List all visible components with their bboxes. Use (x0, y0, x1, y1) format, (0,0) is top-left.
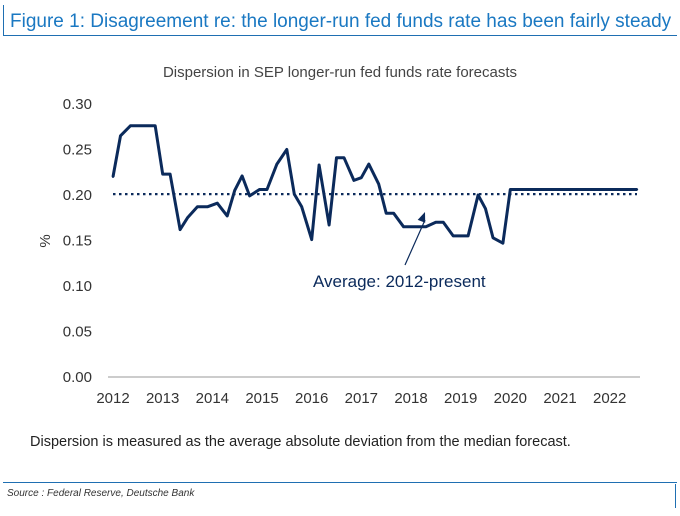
x-tick-label: 2017 (345, 390, 378, 407)
data-point (293, 192, 296, 196)
data-point (516, 188, 519, 191)
y-tick-label: 0.20 (63, 187, 92, 204)
annotation-arrowhead (417, 212, 426, 223)
data-point (476, 193, 480, 197)
data-point (402, 225, 405, 228)
data-point (317, 163, 321, 167)
data-point (216, 202, 219, 205)
data-point (139, 124, 142, 128)
average-annotation: Average: 2012-present (313, 272, 486, 291)
data-point (360, 176, 363, 179)
x-tick-label: 2019 (444, 390, 477, 407)
data-point (342, 156, 346, 159)
data-point (601, 188, 604, 191)
data-point (258, 188, 261, 191)
data-point (625, 188, 629, 191)
data-point (233, 189, 236, 192)
x-tick-label: 2016 (295, 390, 328, 407)
data-point (111, 175, 115, 178)
chart-note: Dispersion is measured as the average ab… (30, 434, 571, 450)
data-point (226, 214, 229, 218)
data-point (635, 188, 639, 191)
data-point (434, 221, 437, 224)
data-point (566, 188, 569, 191)
data-point (424, 225, 428, 228)
x-axis-labels: 2012 2013 2014 2015 2016 2017 2018 2019 2020 2021… (96, 390, 626, 407)
y-axis-label: % (37, 234, 54, 247)
data-point (178, 228, 182, 231)
x-tick-label: 2021 (543, 390, 576, 407)
y-tick-label: 0.10 (63, 278, 92, 295)
data-point (509, 188, 512, 191)
data-point (275, 162, 279, 166)
data-point (206, 205, 209, 208)
x-tick-label: 2022 (593, 390, 626, 407)
data-point (459, 234, 462, 238)
series-line-dispersion (111, 124, 637, 245)
data-point (591, 188, 594, 191)
data-point (367, 162, 370, 166)
data-point (168, 172, 172, 176)
data-point (161, 172, 164, 176)
x-tick-label: 2015 (245, 390, 278, 407)
y-tick-label: 0.05 (63, 324, 92, 341)
figure-footer: Source : Federal Reserve, Deutsche Bank (3, 484, 676, 508)
figure-title: Figure 1: Disagreement re: the longer-ru… (10, 11, 672, 32)
data-point (335, 156, 338, 159)
data-point (146, 124, 149, 128)
data-point (558, 188, 562, 191)
data-point (608, 188, 611, 191)
data-point (576, 188, 579, 191)
data-point (240, 174, 244, 178)
data-point (310, 238, 313, 241)
data-point (484, 207, 487, 210)
data-point (248, 194, 251, 198)
y-tick-label: 0.30 (63, 96, 92, 113)
data-point (285, 148, 288, 151)
data-point (377, 182, 380, 186)
data-point (630, 188, 634, 191)
data-point (300, 205, 303, 208)
x-tick-label: 2018 (394, 390, 427, 407)
data-point (265, 188, 269, 191)
data-point (392, 212, 395, 215)
data-point (534, 188, 537, 191)
header-divider (3, 35, 677, 36)
data-point (526, 188, 529, 191)
data-point (129, 124, 132, 128)
data-point (618, 188, 621, 191)
data-point (452, 234, 455, 238)
data-point (466, 234, 470, 238)
data-point (119, 134, 122, 137)
data-point (186, 216, 189, 219)
data-point (327, 223, 331, 227)
x-tick-label: 2014 (196, 390, 229, 407)
footer-divider (3, 482, 677, 483)
data-point (385, 212, 388, 215)
data-point (442, 221, 445, 224)
y-axis-labels: 0.00 0.05 0.10 0.15 0.20 0.25 0.30 (63, 96, 92, 386)
data-point (196, 205, 199, 208)
data-point (501, 242, 505, 245)
data-point (352, 179, 356, 182)
y-tick-label: 0.15 (63, 233, 92, 250)
figure-header: Figure 1: Disagreement re: the longer-ru… (3, 5, 676, 35)
source-text: Source : Federal Reserve, Deutsche Bank (7, 488, 195, 499)
line-chart: 0.000.050.100.150.200.250.30 2012 2013 201… (37, 96, 640, 407)
data-point (491, 236, 495, 239)
data-point (541, 188, 544, 191)
x-tick-label: 2013 (146, 390, 179, 407)
chart-title: Dispersion in SEP longer-run fed funds r… (162, 64, 518, 81)
series-points (111, 124, 639, 245)
data-point (551, 188, 554, 191)
annotation-arrow (404, 219, 426, 266)
y-tick-label: 0.25 (63, 142, 92, 159)
data-point (409, 225, 413, 228)
y-tick-label: 0.00 (63, 369, 92, 386)
x-tick-label: 2020 (494, 390, 527, 407)
data-point (417, 225, 420, 228)
data-point (583, 188, 586, 191)
data-point (154, 124, 157, 128)
x-tick-label: 2012 (96, 390, 129, 407)
